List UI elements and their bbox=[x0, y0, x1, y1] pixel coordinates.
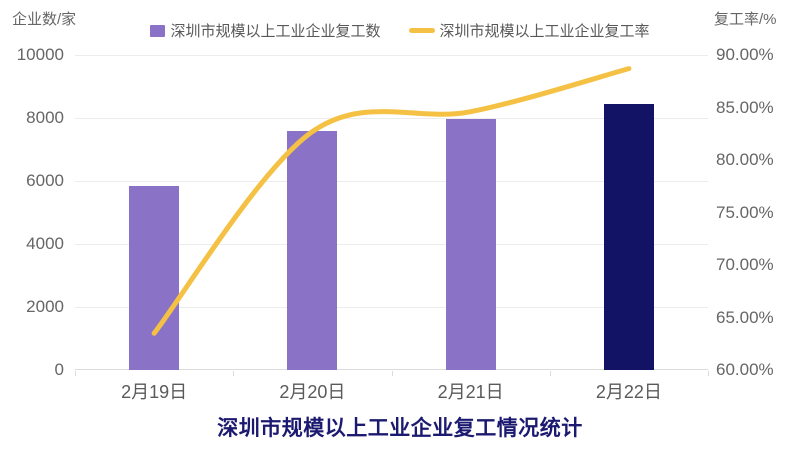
legend-line-series-label: 深圳市规模以上工业企业复工率 bbox=[439, 23, 650, 40]
left-axis-tick-label: 6000 bbox=[26, 171, 64, 190]
right-axis-tick-label: 85.00% bbox=[716, 97, 774, 117]
legend-bar-series-label: 深圳市规模以上工业企业复工数 bbox=[170, 23, 381, 40]
right-axis-tick-label: 70.00% bbox=[716, 255, 774, 274]
legend: 深圳市规模以上工业企业复工数 深圳市规模以上工业企业复工率 bbox=[0, 20, 800, 41]
bar-series-swatch-icon bbox=[150, 24, 166, 37]
left-axis-tick-label: 10000 bbox=[16, 45, 64, 64]
line-series-swatch-icon bbox=[408, 28, 435, 33]
left-axis-tick-label: 4000 bbox=[26, 234, 64, 253]
right-axis-tick-label: 75.00% bbox=[716, 202, 774, 222]
x-axis-tick bbox=[549, 371, 551, 376]
right-axis-tick-label: 90.00% bbox=[716, 45, 774, 64]
chart-title: 深圳市规模以上工业企业复工情况统计 bbox=[217, 417, 583, 440]
gridline bbox=[75, 117, 708, 119]
rate-line bbox=[151, 66, 632, 336]
left-axis-title: 企业数/家 bbox=[12, 11, 77, 28]
bar-2月21日 bbox=[445, 119, 496, 370]
plot-area bbox=[75, 54, 708, 370]
legend-item-bar-series[interactable]: 深圳市规模以上工业企业复工数 bbox=[150, 20, 381, 41]
left-axis-tick-label: 2000 bbox=[26, 297, 64, 316]
right-axis-title: 复工率/% bbox=[714, 11, 777, 28]
right-axis-tick-label: 65.00% bbox=[716, 307, 774, 327]
rate-line-layer bbox=[151, 66, 632, 336]
x-axis-tick bbox=[708, 371, 709, 376]
gridline bbox=[75, 180, 708, 182]
bar-2月20日 bbox=[287, 131, 338, 370]
left-axis-tick-label: 8000 bbox=[26, 108, 64, 127]
x-axis-label: 2月19日 bbox=[121, 382, 188, 402]
legend-item-line-series[interactable]: 深圳市规模以上工业企业复工率 bbox=[408, 20, 650, 41]
x-axis-tick bbox=[75, 371, 76, 376]
gridline bbox=[75, 243, 708, 245]
gridline bbox=[75, 306, 708, 308]
gridline bbox=[75, 54, 708, 56]
right-axis-tick-label: 80.00% bbox=[716, 150, 774, 169]
x-axis-label: 2月20日 bbox=[279, 382, 346, 402]
x-axis-label: 2月21日 bbox=[437, 382, 504, 402]
x-axis-tick bbox=[391, 371, 393, 376]
x-axis-tick bbox=[233, 371, 235, 376]
right-axis-tick-label: 60.00% bbox=[716, 360, 774, 379]
x-axis-label: 2月22日 bbox=[595, 382, 662, 402]
bar-2月22日 bbox=[603, 103, 654, 370]
bar-2月19日 bbox=[129, 186, 180, 370]
left-axis-tick-label: 0 bbox=[54, 360, 64, 379]
